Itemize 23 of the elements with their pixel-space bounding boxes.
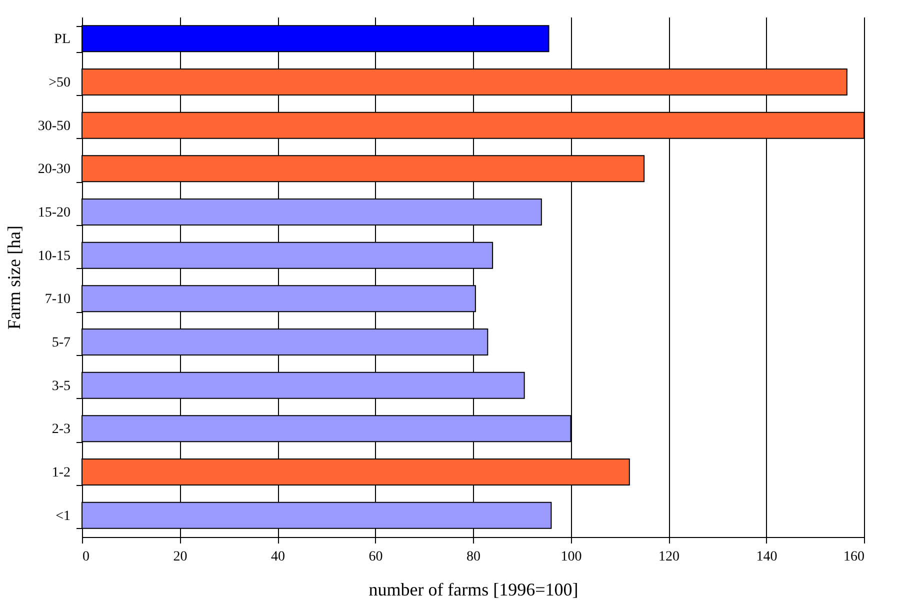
y-tick-label: 1-2 (52, 466, 70, 480)
x-tick-label: 40 (271, 550, 285, 564)
y-axis-title: Farm size [ha] (4, 226, 24, 330)
x-tick-label: 120 (658, 550, 680, 564)
x-tick-label: 140 (756, 550, 778, 564)
y-tick-label: 5-7 (52, 336, 70, 350)
x-tick-label: 80 (466, 550, 480, 564)
y-tick-label: <1 (56, 508, 70, 524)
y-tick-label: 30-50 (38, 118, 70, 134)
y-tick-label: 2-3 (52, 422, 70, 438)
y-tick-label: 7-10 (44, 292, 70, 308)
x-tick-label: 100 (560, 550, 582, 564)
y-tick-label: 15-20 (38, 206, 70, 220)
y-tick-label: 10-15 (38, 248, 70, 264)
y-tick-label: >50 (48, 76, 70, 90)
y-tick-label: PL (54, 32, 70, 48)
x-axis-title: number of farms [1996=100] (368, 580, 578, 600)
x-tick-label: 20 (173, 550, 188, 564)
x-tick-label: 60 (368, 550, 383, 564)
x-tick-label: 160 (844, 550, 864, 564)
x-tick-label: 0 (82, 550, 90, 564)
y-tick-label: 20-30 (38, 162, 70, 178)
y-tick-label: 3-5 (52, 378, 70, 394)
